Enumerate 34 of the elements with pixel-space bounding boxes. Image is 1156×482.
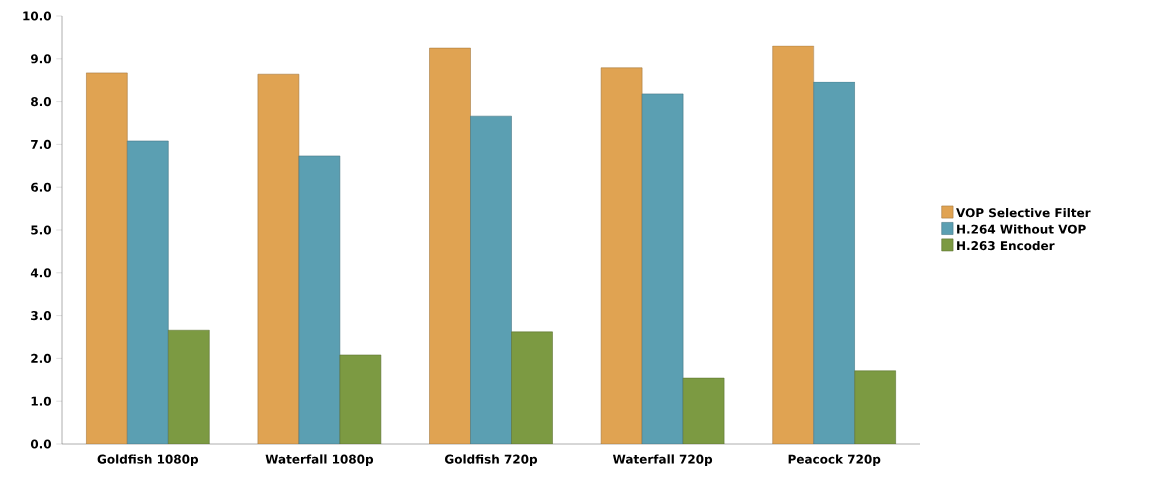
y-tick-label: 0.0: [30, 439, 52, 449]
y-tick-label: 5.0: [31, 225, 52, 235]
x-tick-label: Waterfall 720p: [612, 454, 713, 467]
bar: [257, 73, 300, 444]
bar: [682, 377, 725, 444]
bar: [168, 329, 210, 444]
legend-label: VOP Selective Filter: [956, 207, 1091, 218]
bar: [86, 72, 128, 444]
legend-label: H.264 Without VOP: [957, 224, 1086, 234]
x-tick-label: Goldfish 1080p: [97, 454, 199, 467]
bar: [813, 81, 855, 444]
bar: [429, 47, 471, 444]
bar: [511, 331, 553, 444]
bar: [127, 140, 169, 444]
y-tick-label: 4.0: [30, 268, 52, 278]
y-tick-label: 3.0: [31, 311, 52, 321]
bar: [772, 45, 814, 444]
y-tick-label: 9.0: [30, 54, 52, 64]
x-tick-label: Goldfish 720p: [445, 454, 538, 467]
bar: [298, 155, 341, 444]
y-tick-label: 1.0: [31, 396, 52, 406]
x-tick-label: Peacock 720p: [788, 454, 881, 467]
legend-label: H.263 Encoder: [957, 240, 1055, 251]
bar: [641, 93, 684, 444]
bar: [339, 354, 382, 444]
y-tick-label: 2.0: [31, 353, 52, 363]
bar: [854, 370, 896, 444]
y-tick-label: 8.0: [31, 97, 52, 107]
y-tick-label: 10.0: [23, 11, 52, 21]
y-tick-label: 6.0: [31, 182, 52, 192]
bar: [470, 115, 512, 444]
bar: [600, 67, 643, 444]
x-tick-label: Waterfall 1080p: [265, 454, 374, 467]
y-tick-label: 7.0: [31, 139, 52, 149]
